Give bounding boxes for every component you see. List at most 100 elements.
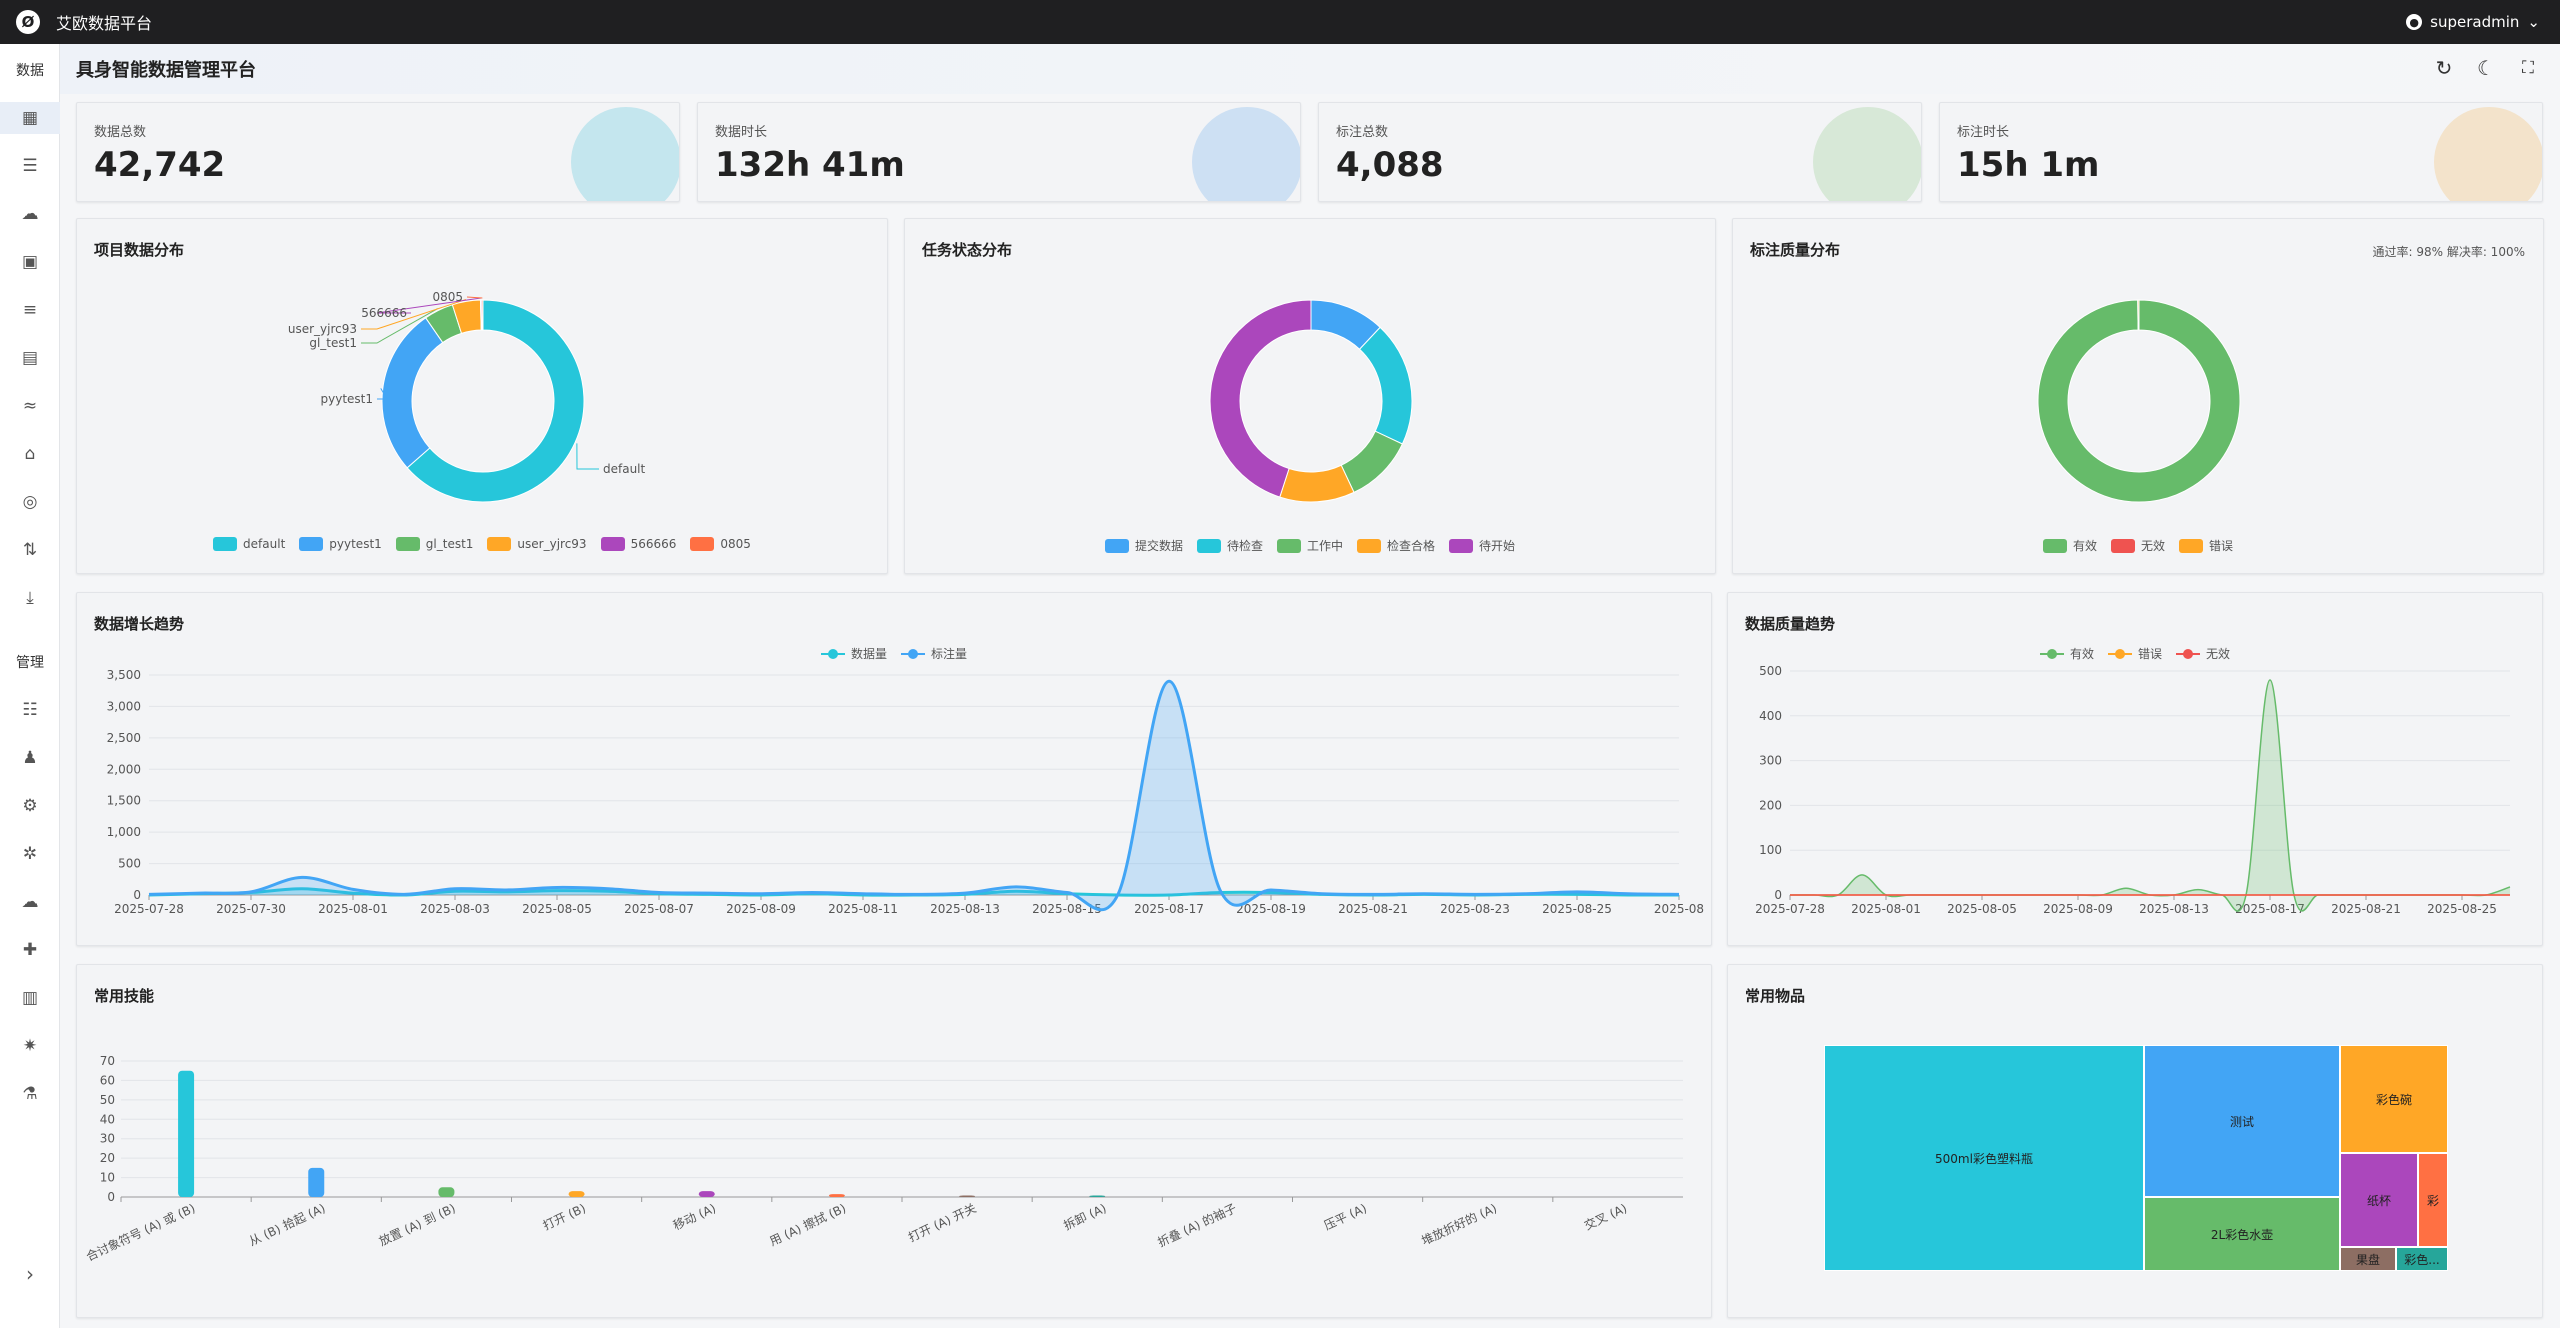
legend-item[interactable]: 待检查: [1196, 537, 1263, 554]
y-tick-label: 300: [1759, 754, 1782, 768]
legend-item[interactable]: 有效: [2039, 645, 2094, 662]
y-tick-label: 0: [107, 1190, 115, 1204]
treemap-cell[interactable]: 彩: [2418, 1153, 2448, 1247]
skill-bar: [828, 1194, 845, 1197]
legend-label: 待开始: [1479, 539, 1516, 553]
users-icon[interactable]: ♟: [22, 748, 38, 768]
chart-legend: 有效 错误 无效: [1728, 645, 2542, 662]
skill-bar: [1089, 1195, 1106, 1197]
treemap-cell[interactable]: 彩色...: [2396, 1247, 2448, 1271]
slice-label: 566666: [361, 306, 407, 320]
leader-line: [576, 443, 599, 470]
sidebar-collapse-icon[interactable]: ›: [26, 1262, 34, 1286]
video-icon[interactable]: ▣: [21, 252, 39, 272]
donut-slice-检查合格: [1279, 464, 1355, 503]
card-title: 任务状态分布: [922, 241, 1013, 259]
data-quality-trend-chart[interactable]: 0 100 200 300 400 500 2025-07-28 2025-08-01 2025…: [1728, 647, 2543, 946]
x-tick-label: 2025-08-11: [828, 902, 898, 916]
legend-item[interactable]: 错误: [2107, 645, 2162, 662]
cloud-icon[interactable]: ☁: [21, 892, 39, 912]
settings-icon[interactable]: ✷: [22, 1036, 38, 1056]
legend-item[interactable]: 待开始: [1449, 537, 1515, 554]
legend-item[interactable]: 数据量: [820, 645, 887, 662]
tag-icon[interactable]: ⌂: [24, 444, 36, 464]
quality-donut-chart[interactable]: [1733, 269, 2544, 569]
task-status-donut-chart[interactable]: [905, 269, 1716, 569]
x-tick-label: 2025-07-28: [1755, 902, 1825, 916]
trash-icon[interactable]: ▥: [21, 988, 39, 1008]
skill-bar: [308, 1167, 325, 1197]
legend-item[interactable]: 检查合格: [1357, 537, 1435, 554]
project-donut-chart[interactable]: default pyytest1 gl_test1 user_yjrc93 566666…: [77, 269, 888, 569]
y-tick-label: 500: [1759, 664, 1782, 678]
dashboard-icon[interactable]: ▦: [0, 102, 60, 134]
storage-icon[interactable]: ☰: [22, 156, 38, 176]
legend-item[interactable]: 无效: [2110, 537, 2165, 554]
legend-item[interactable]: user_yjrc93: [487, 537, 587, 551]
card-title: 项目数据分布: [94, 241, 185, 259]
legend-swatch: [2039, 647, 2064, 661]
leader-line: [466, 296, 483, 299]
legend-label: 无效: [2206, 647, 2231, 661]
slice-label: default: [603, 462, 646, 476]
items-treemap[interactable]: 500ml彩色塑料瓶 测试 2L彩色水壶 彩色碗 纸杯彩果盘 彩色...: [1824, 1045, 2448, 1271]
download-icon[interactable]: ⤓: [26, 588, 34, 608]
legend-label: 566666: [630, 537, 677, 551]
stat-value: 42,742: [94, 145, 226, 185]
x-tick-label: 2025-08-03: [420, 902, 490, 916]
x-tick-label: 2025-08-07: [624, 902, 694, 916]
x-tick-label: 2025-08-01: [318, 902, 388, 916]
treemap-cell[interactable]: 果盘: [2340, 1247, 2396, 1271]
waves-icon[interactable]: ≈: [22, 396, 38, 416]
y-tick-label: 3,000: [107, 699, 141, 713]
puzzle-icon[interactable]: ✚: [22, 940, 38, 960]
user-name: superadmin: [2430, 13, 2520, 31]
gamepad-icon[interactable]: ◎: [22, 492, 38, 512]
legend-item[interactable]: default: [213, 537, 285, 551]
refresh-icon[interactable]: ↻: [2435, 56, 2453, 80]
x-tick-label: 2025-08-15: [1032, 902, 1102, 916]
x-tick-label: 2025-08-17: [1134, 902, 1204, 916]
legend-item[interactable]: 有效: [2042, 537, 2097, 554]
legend-item[interactable]: pyytest1: [299, 537, 382, 551]
donut-slice-default: [406, 299, 585, 503]
y-tick-label: 500: [118, 857, 141, 871]
x-tick-label: 交叉 (A): [1582, 1200, 1629, 1233]
x-tick-label: 2025-08-13: [930, 902, 1000, 916]
donut-slice-工作中: [1340, 430, 1404, 494]
treemap-cell[interactable]: 500ml彩色塑料瓶: [1824, 1045, 2144, 1271]
treemap-cell[interactable]: 测试: [2144, 1045, 2340, 1197]
skills-bar-chart[interactable]: 0 10 20 30 40 50 60 70 合讨象符号 (A) 或 (B) 从 (B) 拾起 (…: [77, 1005, 1712, 1315]
stat-decoration-circle: [2434, 107, 2542, 201]
data-growth-chart[interactable]: 0 500 1,000 1,500 2,000 2,500 3,000 3,500 2025-0…: [77, 647, 1712, 946]
fullscreen-icon[interactable]: ⛶: [2522, 58, 2534, 78]
list-icon[interactable]: ≡: [22, 300, 38, 320]
swap-icon[interactable]: ⇅: [22, 540, 38, 560]
data-growth-card: 数据增长趋势 数据量 标注量 0 500 1,000 1,500 2,000 2,500 3,…: [76, 592, 1712, 946]
legend-item[interactable]: 错误: [2179, 537, 2233, 554]
legend-item[interactable]: 提交数据: [1104, 537, 1183, 554]
legend-item[interactable]: 566666: [600, 537, 677, 551]
treemap-cell[interactable]: 2L彩色水壶: [2144, 1197, 2340, 1271]
legend-swatch: [2107, 647, 2132, 661]
leader-line: [376, 297, 482, 314]
treemap-cell[interactable]: 纸杯: [2340, 1153, 2418, 1247]
legend-swatch: [1276, 538, 1301, 553]
cloud-upload-icon[interactable]: ☁: [21, 204, 39, 224]
user-menu[interactable]: ● superadmin ⌄: [2406, 0, 2540, 44]
legend-swatch: [1357, 538, 1381, 553]
legend-item[interactable]: gl_test1: [395, 537, 474, 551]
dark-mode-icon[interactable]: ☾: [2477, 56, 2495, 80]
legend-item[interactable]: 标注量: [901, 645, 967, 662]
flask-icon[interactable]: ⚗: [22, 1084, 38, 1104]
treemap-cell[interactable]: 彩色碗: [2340, 1045, 2448, 1153]
app-logo-icon[interactable]: Ø: [16, 10, 40, 34]
book-icon[interactable]: ▤: [21, 348, 39, 368]
legend-label: gl_test1: [425, 537, 474, 551]
legend-item[interactable]: 工作中: [1276, 537, 1343, 554]
document-list-icon[interactable]: ☷: [22, 700, 38, 720]
robot-arm-icon[interactable]: ⚙: [22, 796, 38, 816]
legend-item[interactable]: 0805: [690, 537, 751, 551]
network-icon[interactable]: ✲: [22, 844, 38, 864]
legend-item[interactable]: 无效: [2176, 645, 2230, 662]
